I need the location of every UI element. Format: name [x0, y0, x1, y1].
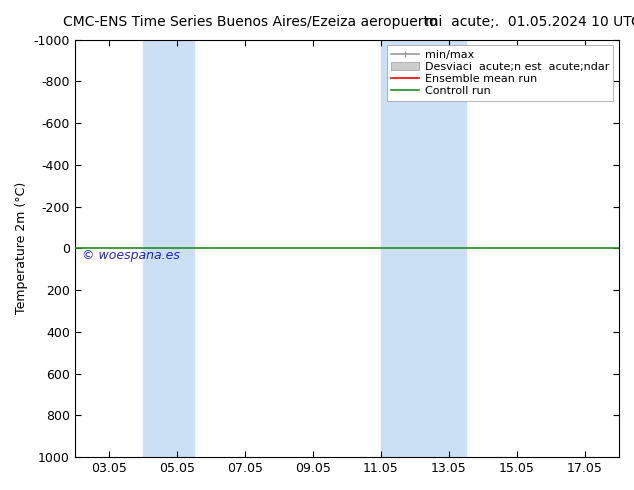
- Text: CMC-ENS Time Series Buenos Aires/Ezeiza aeropuerto: CMC-ENS Time Series Buenos Aires/Ezeiza …: [63, 15, 438, 29]
- Y-axis label: Temperature 2m (°C): Temperature 2m (°C): [15, 182, 28, 315]
- Legend: min/max, Desviaci  acute;n est  acute;ndar, Ensemble mean run, Controll run: min/max, Desviaci acute;n est acute;ndar…: [387, 45, 614, 101]
- Bar: [381, 40, 466, 457]
- Bar: [143, 40, 194, 457]
- Text: mi  acute;.  01.05.2024 10 UTC: mi acute;. 01.05.2024 10 UTC: [425, 15, 634, 29]
- Text: © woespana.es: © woespana.es: [82, 249, 179, 262]
